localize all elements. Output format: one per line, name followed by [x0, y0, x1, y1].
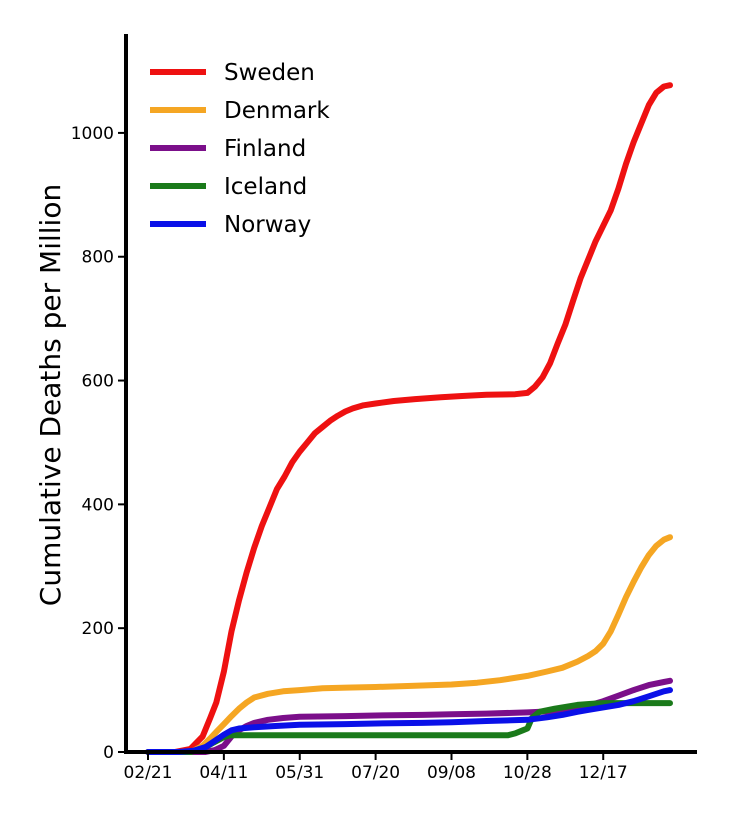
series-line-finland	[145, 677, 673, 755]
y-tick-label: 200	[82, 619, 114, 639]
x-tick-label: 07/20	[351, 763, 400, 783]
y-axis-title: Cumulative Deaths per Million	[34, 184, 67, 606]
x-tick-label: 12/17	[579, 763, 628, 783]
x-tick-label: 02/21	[124, 763, 173, 783]
y-tick-label: 600	[82, 372, 114, 392]
legend-label-norway: Norway	[224, 212, 311, 238]
axes	[124, 34, 697, 754]
ticks: 0 200 400 600 800 1000 02/21 04/11 05/31 07/20 09/…	[71, 124, 628, 783]
legend-label-finland: Finland	[224, 136, 306, 162]
legend-label-denmark: Denmark	[224, 98, 330, 124]
legend-label-iceland: Iceland	[224, 174, 307, 200]
x-tick-label: 05/31	[275, 763, 324, 783]
series-line-norway	[145, 687, 673, 755]
series-line-sweden	[145, 82, 673, 755]
x-tick-label: 04/11	[199, 763, 248, 783]
y-tick-label: 0	[103, 743, 114, 763]
legend-label-sweden: Sweden	[224, 60, 315, 86]
series-line-denmark	[145, 534, 673, 755]
y-tick-label: 400	[82, 495, 114, 515]
y-tick-label: 1000	[71, 124, 114, 144]
legend: Sweden Denmark Finland Iceland Norway	[150, 60, 330, 238]
x-tick-label: 09/08	[427, 763, 476, 783]
x-tick-label: 10/28	[503, 763, 552, 783]
series-layer	[145, 82, 673, 755]
y-tick-label: 800	[82, 248, 114, 268]
